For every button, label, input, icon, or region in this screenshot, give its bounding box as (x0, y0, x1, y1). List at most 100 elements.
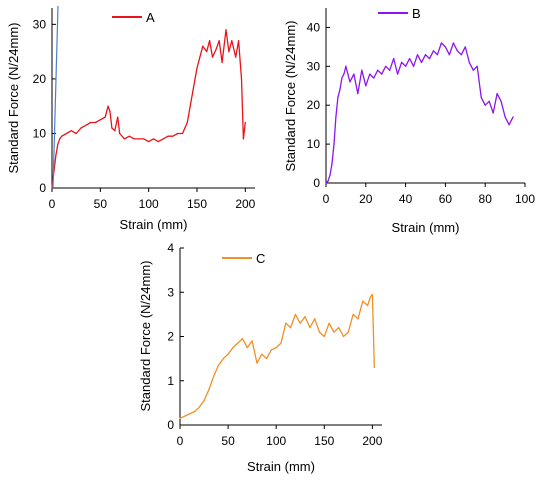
data-point (488, 100, 490, 102)
y-axis-label: Standard Force (N/24mm) (283, 21, 298, 172)
x-tick-label: 0 (177, 434, 184, 448)
data-point (365, 85, 367, 87)
data-point (228, 51, 230, 53)
data-point (75, 132, 77, 135)
data-point (189, 413, 191, 415)
data-point (202, 45, 204, 47)
data-point (61, 135, 63, 137)
data-point (331, 163, 333, 165)
data-point (241, 338, 244, 340)
data-point (213, 375, 215, 377)
data-point (186, 121, 188, 124)
data-point (251, 340, 253, 342)
data-point (428, 58, 431, 60)
series-line-c (179, 293, 375, 419)
data-point (266, 358, 268, 360)
data-point (314, 318, 316, 320)
data-point (59, 138, 61, 140)
data-point (107, 105, 109, 107)
x-tick-label: 80 (479, 192, 493, 206)
data-point (225, 29, 227, 31)
data-point (280, 342, 282, 344)
data-point (85, 124, 87, 126)
data-point (323, 335, 325, 338)
data-point (217, 364, 220, 366)
data-point (362, 300, 364, 302)
data-point (328, 322, 330, 324)
data-point (484, 104, 486, 106)
chart-panel-c: 0 1 2 3 4 0 50 100 150 200 Strain (mm) Standard For… (138, 241, 383, 474)
data-point (231, 40, 233, 42)
data-point (339, 89, 341, 91)
y-tick-label: 0 (167, 418, 174, 432)
data-point (452, 42, 454, 44)
data-point (80, 127, 82, 129)
y-tick-label: 4 (167, 241, 174, 255)
data-point (184, 415, 186, 417)
x-tick-label: 100 (515, 192, 535, 206)
blue-edge-line (52, 5, 59, 189)
data-point (221, 61, 223, 64)
y-tick-label: 3 (167, 285, 174, 299)
x-tick-label: 100 (266, 434, 286, 448)
data-point (199, 56, 201, 58)
data-point (353, 73, 355, 75)
data-point (420, 61, 423, 64)
y-tick-label: 30 (307, 59, 321, 73)
data-point (357, 93, 359, 95)
data-point (496, 93, 498, 95)
legend-label: A (146, 10, 155, 25)
data-point (508, 124, 510, 126)
data-point (275, 347, 277, 349)
data-point (198, 406, 200, 408)
x-tick-label: 200 (235, 197, 255, 211)
data-point (381, 73, 383, 75)
data-point (51, 187, 53, 189)
data-point (357, 318, 359, 320)
data-point (99, 119, 101, 121)
data-point (294, 313, 296, 315)
data-point (123, 138, 126, 140)
data-point (444, 46, 446, 48)
x-tick-label: 20 (359, 192, 373, 206)
data-point (152, 138, 155, 140)
data-point (369, 296, 372, 298)
data-point (476, 65, 478, 67)
data-point (172, 135, 174, 137)
y-tick-label: 0 (313, 176, 320, 190)
data-point (189, 105, 191, 107)
x-tick-label: 100 (139, 197, 159, 211)
x-tick-label: 50 (221, 434, 235, 448)
data-point (208, 389, 210, 391)
data-point (65, 132, 68, 135)
data-point (143, 138, 145, 140)
data-point (111, 127, 113, 129)
data-point (401, 61, 403, 64)
data-point (148, 141, 150, 143)
data-point (270, 349, 272, 351)
y-tick-label: 20 (33, 72, 47, 86)
data-point (409, 58, 411, 60)
data-point (211, 56, 214, 58)
data-point (256, 362, 258, 364)
data-point (389, 69, 391, 71)
data-point (369, 73, 371, 75)
data-point (343, 73, 345, 75)
x-tick-label: 40 (399, 192, 413, 206)
data-point (192, 89, 194, 91)
data-point (299, 322, 301, 324)
data-point (181, 132, 184, 135)
data-point (460, 54, 462, 56)
data-point (367, 304, 369, 307)
data-point (472, 69, 474, 71)
data-point (335, 116, 337, 118)
x-tick-label: 60 (439, 192, 453, 206)
y-tick-label: 2 (167, 330, 174, 344)
x-tick-label: 200 (362, 434, 382, 448)
data-point (341, 77, 343, 79)
data-point (290, 327, 292, 329)
x-axis-label: Strain (mm) (247, 459, 315, 474)
data-point (333, 331, 335, 333)
chart-panel-a: 0 10 20 30 0 50 100 150 200 Strain (mm) Standard F… (6, 5, 256, 232)
data-point (55, 154, 57, 156)
